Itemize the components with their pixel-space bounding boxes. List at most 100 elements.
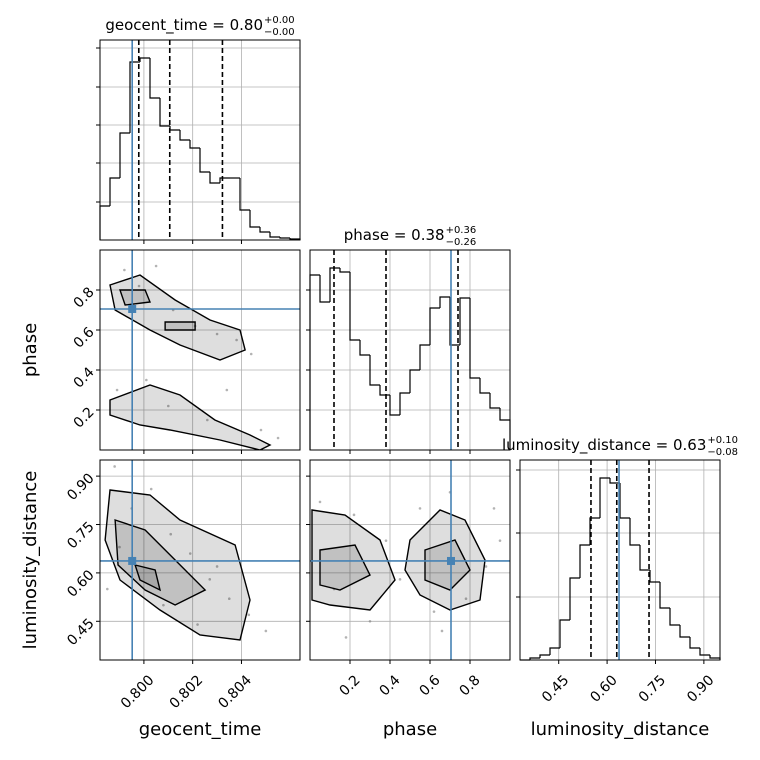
histogram-bin	[249, 210, 260, 228]
title-lower: −0.00	[264, 27, 295, 38]
histogram-bin	[139, 57, 150, 62]
sample-point	[225, 388, 229, 392]
sample-point	[440, 629, 444, 633]
contour	[424, 539, 471, 591]
x-tick-label: 0.804	[215, 672, 255, 712]
histogram-bin	[269, 232, 280, 238]
x-axis-label: phase	[383, 719, 437, 740]
sample-point	[137, 284, 141, 288]
sample-point	[368, 619, 372, 623]
x-tick-label: 0.2	[337, 672, 364, 699]
histogram-bin	[389, 395, 400, 416]
histogram-bin	[529, 657, 540, 660]
sample-point	[162, 603, 165, 607]
sample-point	[344, 636, 348, 639]
histogram-bin	[629, 518, 640, 546]
title-lower: −0.08	[707, 447, 738, 458]
histogram-bin	[589, 517, 600, 545]
histogram-bin	[349, 272, 360, 341]
sample-point	[276, 436, 280, 440]
x-axis-label: luminosity_distance	[531, 719, 710, 740]
histogram-bin	[339, 268, 350, 273]
histogram-bin	[239, 178, 250, 211]
histogram-bin	[149, 58, 160, 99]
sample-point	[215, 332, 219, 336]
sample-point	[464, 597, 468, 601]
histogram-bin	[99, 205, 110, 240]
histogram-bin	[479, 378, 490, 394]
contour	[109, 384, 272, 450]
sample-point	[264, 629, 268, 633]
histogram-bin	[179, 130, 190, 141]
panel-title: phase = 0.38	[344, 226, 445, 244]
sample-point	[196, 623, 199, 626]
histogram-bin	[209, 172, 220, 184]
y-tick-label: 0.90	[64, 470, 97, 503]
histogram-bin	[329, 267, 340, 302]
x-axis-label: geocent_time	[139, 719, 262, 740]
title-lower: −0.26	[446, 237, 477, 248]
contour	[114, 519, 207, 606]
contour	[134, 564, 162, 592]
histogram-bin	[129, 61, 140, 133]
sample-point	[492, 507, 496, 510]
histogram-bin	[559, 619, 570, 648]
panel-frame	[309, 459, 511, 661]
panel-frame	[519, 459, 721, 661]
histogram-bin	[189, 140, 200, 149]
sample-point	[113, 465, 116, 468]
sample-point	[432, 610, 436, 613]
contour	[109, 274, 246, 361]
truth-marker	[128, 305, 137, 313]
histogram-bin	[119, 132, 130, 178]
sample-point	[166, 404, 170, 408]
panel-data	[100, 460, 300, 660]
histogram-bin	[679, 625, 690, 638]
y-tick-label: 0.6	[71, 324, 98, 351]
y-tick-label: 0.75	[64, 519, 97, 552]
x-tick-label: 0.802	[167, 672, 207, 712]
y-axis-label: phase	[20, 323, 41, 377]
x-tick-label: 0.90	[684, 672, 717, 705]
sample-point	[484, 565, 488, 568]
histogram-bin	[609, 478, 620, 484]
sample-point	[384, 539, 388, 542]
truth-marker	[447, 556, 455, 565]
histogram-bin	[639, 545, 650, 571]
histogram-bin	[599, 477, 610, 518]
sample-point	[154, 264, 158, 268]
x-tick-label: 0.6	[417, 672, 444, 699]
panel-data	[310, 460, 510, 660]
panel-frame	[309, 249, 511, 451]
histogram-bin	[319, 275, 330, 303]
sample-point	[169, 532, 173, 536]
title-upper: +0.00	[264, 15, 295, 26]
histogram-bin	[169, 126, 180, 131]
x-tick-label: 0.800	[118, 672, 158, 712]
sample-point	[149, 487, 153, 491]
histogram-bin	[419, 344, 430, 370]
histogram-bin	[439, 296, 450, 308]
sample-point	[259, 428, 263, 432]
histogram-bin	[649, 570, 660, 583]
contour	[119, 289, 151, 306]
histogram-bin	[379, 385, 390, 396]
histogram-bin	[399, 392, 410, 415]
sample-point	[145, 378, 148, 382]
sample-point	[115, 388, 119, 392]
y-tick-label: 0.4	[71, 364, 98, 391]
histogram-bin	[689, 637, 700, 649]
x-tick-label: 0.4	[377, 672, 404, 699]
x-tick-label: 0.60	[587, 672, 620, 705]
histogram-bin	[109, 177, 120, 206]
sample-point	[123, 268, 126, 272]
histogram-bin	[699, 648, 710, 656]
histogram-bin	[199, 148, 210, 173]
sample-point	[235, 338, 238, 342]
sample-point	[215, 565, 219, 568]
histogram-bin	[569, 577, 580, 620]
x-tick-label: 0.8	[457, 672, 484, 699]
panel-title: geocent_time = 0.80	[105, 16, 263, 35]
